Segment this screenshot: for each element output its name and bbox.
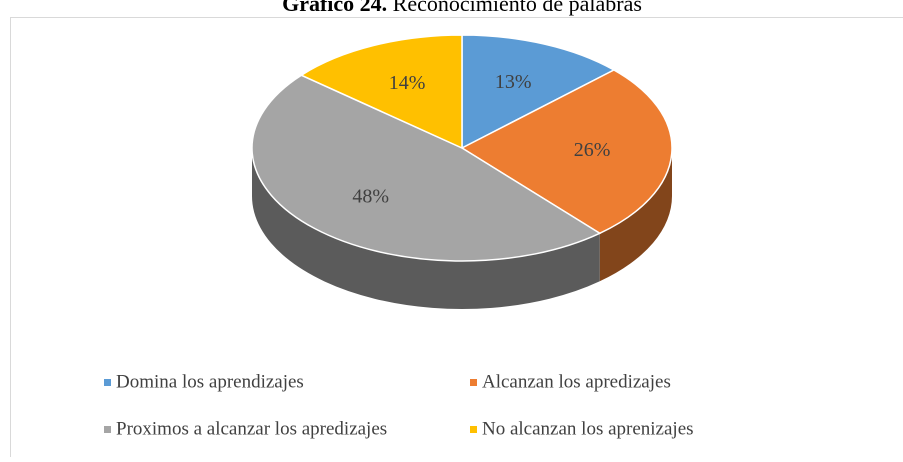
legend-swatch [104,426,111,433]
legend-label: Alcanzan los apredizajes [482,371,671,392]
legend-label: No alcanzan los aprenizajes [482,418,694,439]
chart-title: Gráfico 24. Reconocimiento de palabras [282,0,642,16]
data-label: 13% [495,71,532,93]
legend-label: Domina los aprendizajes [116,371,304,392]
legend-swatch [104,379,111,386]
legend-label: Proximos a alcanzar los apredizajes [116,418,387,439]
data-label: 48% [352,186,389,208]
data-label: 14% [389,72,426,94]
legend-swatch [470,379,477,386]
data-label: 26% [574,139,611,161]
legend-swatch [470,426,477,433]
title-prefix: Gráfico 24. [282,0,387,16]
title-text: Reconocimiento de palabras [393,0,642,16]
